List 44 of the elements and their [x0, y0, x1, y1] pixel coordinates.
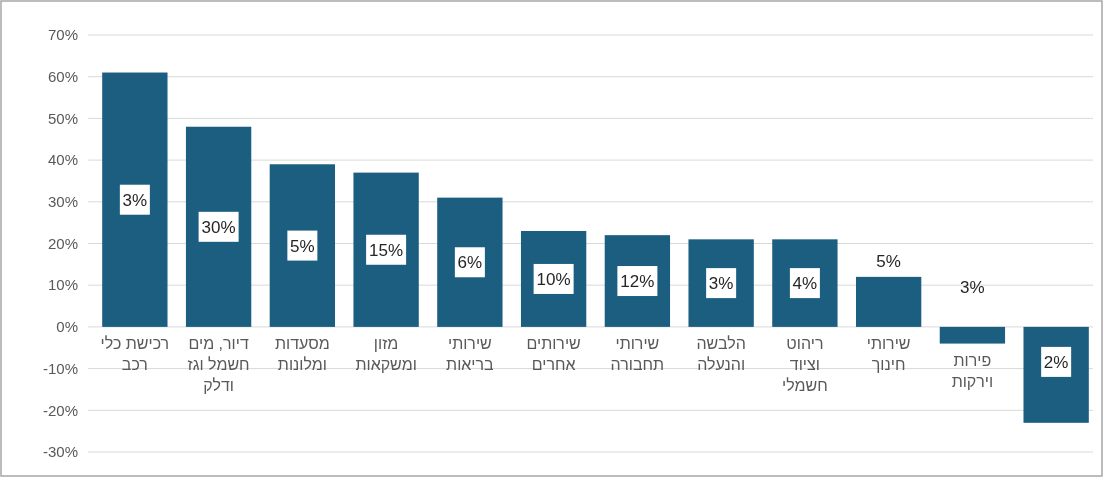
annotation: 6%: [457, 253, 483, 273]
annotation: 15%: [369, 240, 404, 260]
x-tick-label: מזון ומשקאות: [355, 334, 417, 373]
x-tick-label: רכישת כלי רכב: [100, 334, 170, 373]
x-tick-label: ריהוט וציוד חשמלי: [782, 334, 828, 394]
annotation: 10%: [536, 269, 571, 289]
x-tick-label: פירות וירקות: [951, 351, 994, 390]
y-tick-label: 50%: [47, 109, 78, 127]
bar: [855, 276, 922, 327]
y-tick-label: 10%: [47, 276, 78, 294]
annotation: 3%: [960, 277, 985, 297]
bar: [1023, 326, 1089, 423]
y-tick-label: 60%: [47, 67, 78, 85]
x-tick-label: שירותי בריאות: [446, 334, 495, 373]
annotation: 3%: [122, 190, 148, 210]
x-tick-label: שירותים אחרים: [526, 334, 581, 373]
y-tick-label: 20%: [47, 234, 78, 252]
y-tick-label: 0%: [56, 318, 78, 336]
y-tick-label: -10%: [42, 359, 78, 377]
bar: [269, 164, 336, 327]
x-tick-label: דיור, מים חשמל וגז ודלק: [187, 334, 250, 394]
y-tick-label: -20%: [42, 401, 78, 419]
bar: [939, 326, 1006, 344]
annotation: 5%: [290, 236, 315, 256]
annotation: 3%: [708, 274, 734, 294]
bar: [102, 72, 168, 327]
annotation: 4%: [792, 274, 818, 294]
bar: [437, 197, 503, 327]
annotation: 5%: [876, 251, 901, 271]
annotation: 2%: [1043, 352, 1069, 372]
x-tick-label: מסעדות ומלונות: [274, 334, 330, 373]
x-tick-label: שירותי חינוך: [866, 334, 911, 373]
x-tick-label: הלבשה והנעלה: [696, 334, 746, 373]
bar: [353, 172, 419, 327]
y-tick-label: 40%: [47, 151, 78, 169]
y-tick-label: -30%: [42, 443, 78, 461]
annotation: 12%: [620, 271, 655, 291]
bar: [688, 239, 754, 327]
y-tick-label: 70%: [47, 26, 78, 44]
y-tick-label: 30%: [47, 193, 78, 211]
annotation: 30%: [201, 217, 236, 237]
bar: [772, 239, 838, 327]
bar: [185, 126, 252, 327]
x-tick-label: שירותי תחבורה: [610, 334, 665, 373]
